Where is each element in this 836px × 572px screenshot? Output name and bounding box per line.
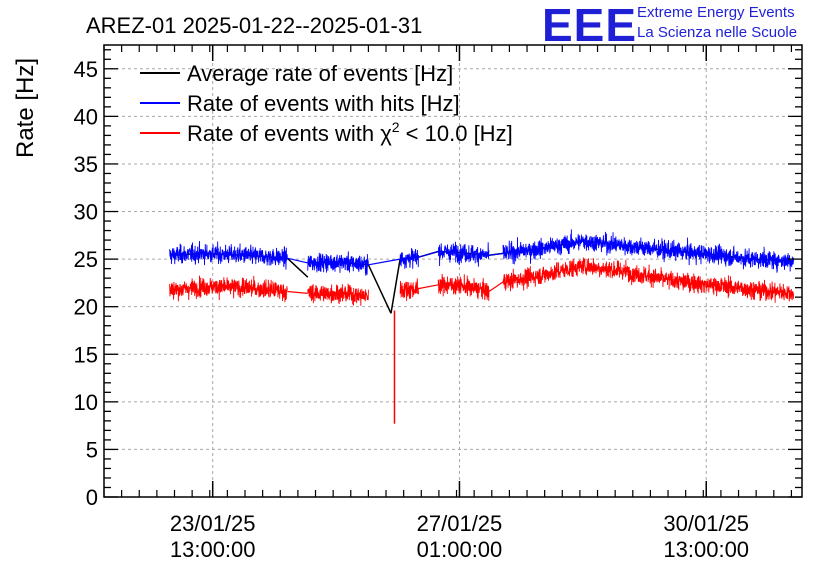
y-tick-label: 45	[74, 57, 98, 82]
y-tick-label: 40	[74, 104, 98, 129]
hits-rate-connector	[287, 257, 308, 264]
legend-label: Average rate of events [Hz]	[187, 61, 453, 86]
chi2-rate-band	[399, 278, 419, 301]
hits-rate-connector	[488, 252, 504, 256]
chi2-rate-band	[169, 275, 288, 303]
hits-rate-band	[307, 251, 369, 276]
legend-label: Rate of events with χ2 < 10.0 [Hz]	[187, 119, 513, 146]
chi2-rate-connector	[287, 290, 308, 294]
chi2-rate-connector	[488, 281, 504, 292]
plot-frame	[103, 44, 803, 498]
hits-rate-connector	[368, 258, 401, 266]
y-tick-label: 30	[74, 200, 98, 225]
legend: Average rate of events [Hz] Rate of event…	[140, 61, 513, 146]
grid-lines	[104, 45, 802, 497]
series-layer	[169, 229, 794, 424]
chi2-rate-band	[307, 283, 369, 306]
x-tick-label-date: 30/01/25	[663, 511, 749, 536]
x-tick-label-date: 27/01/25	[417, 511, 503, 536]
legend-label: Rate of events with hits [Hz]	[187, 91, 460, 116]
chi2-rate-band	[437, 273, 490, 301]
hits-rate-band	[169, 241, 288, 270]
chi2-rate-band	[502, 257, 794, 303]
x-tick-label-date: 23/01/25	[170, 511, 256, 536]
hits-rate-connector	[418, 250, 439, 258]
hits-rate-band	[502, 229, 794, 273]
eee-logo-line-1: Extreme Energy Events	[637, 4, 795, 21]
y-tick-label: 10	[74, 390, 98, 415]
y-axis-label: Rate [Hz]	[12, 58, 39, 158]
x-tick-label-time: 13:00:00	[170, 537, 256, 562]
chart-title: AREZ-01 2025-01-22--2025-01-31	[86, 13, 422, 38]
chi2-rate-connector	[418, 284, 439, 290]
y-tick-label: 5	[86, 437, 98, 462]
x-tick-label-time: 13:00:00	[663, 537, 749, 562]
y-tick-label: 0	[86, 485, 98, 510]
y-tick-label: 20	[74, 295, 98, 320]
x-tick-label-time: 01:00:00	[417, 537, 503, 562]
x-axis: 23/01/2513:00:0027/01/2501:00:0030/01/25…	[103, 45, 793, 562]
eee-logo-mark: EEE	[542, 0, 638, 51]
y-tick-label: 15	[74, 342, 98, 367]
hits-rate-band	[437, 241, 490, 267]
plot-border	[103, 44, 803, 498]
average-rate-line	[367, 264, 392, 314]
y-tick-label: 35	[74, 152, 98, 177]
average-rate-line	[286, 257, 309, 278]
y-axis: 0 5 10 15 20 25 30 35 40 45	[74, 49, 802, 510]
eee-logo: EEE Extreme Energy Events La Scienza nel…	[542, 0, 832, 51]
y-tick-label: 25	[74, 247, 98, 272]
hits-rate-band	[399, 248, 419, 269]
eee-logo-line-2: La Scienza nelle Scuole	[637, 24, 798, 41]
